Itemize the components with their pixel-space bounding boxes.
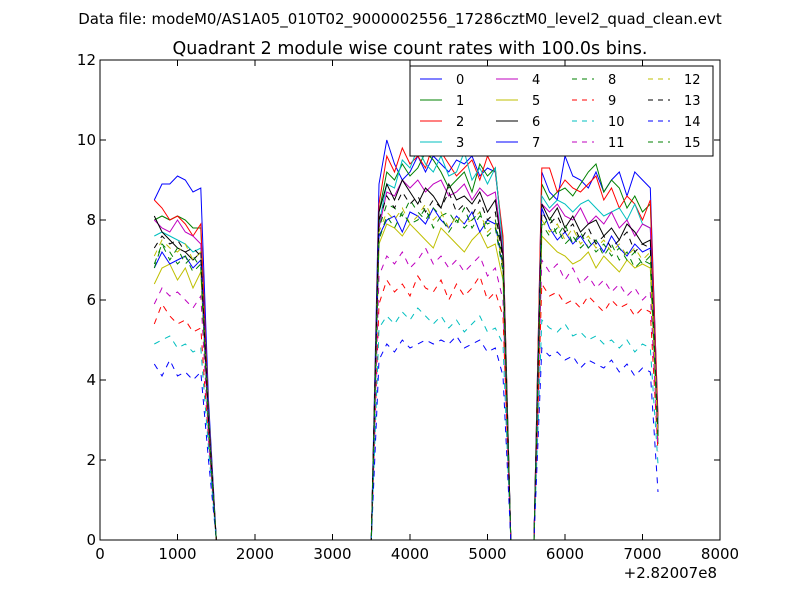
legend-label-0: 0 (456, 73, 464, 88)
legend-box (409, 65, 714, 157)
series-line-5 (153, 223, 659, 540)
series-line-0 (153, 139, 659, 540)
y-tick-label: 8 (86, 211, 96, 229)
legend-label-5: 5 (532, 94, 540, 109)
x-tick-label: 6000 (546, 545, 584, 563)
legend-label-3: 3 (456, 136, 464, 151)
legend-label-13: 13 (684, 94, 701, 109)
axis-ticks: 0 1000 2000 3000 4000 5000 6000 7000 80000246810… (77, 51, 739, 563)
x-tick-label: 4000 (391, 545, 429, 563)
x-tick-label: 5000 (468, 545, 506, 563)
legend-label-2: 2 (456, 115, 464, 130)
x-tick-label: 8000 (701, 545, 739, 563)
x-offset-label: +2.82007e8 (624, 564, 717, 582)
legend-label-9: 9 (608, 94, 616, 109)
series-line-2 (153, 143, 659, 540)
series-line-1 (154, 151, 659, 540)
x-tick-label: 2000 (236, 545, 274, 563)
legend-label-10: 10 (608, 115, 625, 130)
x-tick-label: 0 (95, 545, 105, 563)
y-tick-label: 12 (77, 51, 96, 69)
x-tick-label: 7000 (623, 545, 661, 563)
plot-frame (99, 59, 721, 541)
series-line-8 (153, 198, 659, 540)
y-tick-label: 0 (86, 531, 96, 549)
legend-label-15: 15 (684, 136, 701, 151)
series-line-15 (153, 206, 659, 540)
series-line-6 (153, 178, 659, 540)
series-line-14 (153, 335, 659, 540)
series-line-9 (153, 274, 659, 540)
legend-label-1: 1 (456, 94, 464, 109)
figure-suptitle: Data file: modeM0/AS1A05_010T02_90000025… (78, 10, 722, 29)
series-line-4 (153, 179, 659, 540)
legend-label-7: 7 (532, 136, 540, 151)
legend-label-6: 6 (532, 115, 540, 130)
legend-label-14: 14 (684, 115, 701, 130)
legend-label-11: 11 (608, 136, 625, 151)
series-line-7 (153, 206, 659, 540)
y-tick-label: 10 (77, 131, 96, 149)
series-line-11 (153, 246, 659, 540)
legend-label-4: 4 (532, 73, 540, 88)
y-tick-label: 4 (86, 371, 96, 389)
legend-label-8: 8 (608, 73, 616, 88)
series-line-10 (154, 307, 659, 540)
x-tick-label: 1000 (158, 545, 196, 563)
x-tick-label: 3000 (313, 545, 351, 563)
y-tick-label: 6 (86, 291, 96, 309)
y-tick-label: 2 (86, 451, 96, 469)
chart-title: Quadrant 2 module wise count rates with … (173, 39, 648, 59)
legend-label-12: 12 (684, 73, 701, 88)
